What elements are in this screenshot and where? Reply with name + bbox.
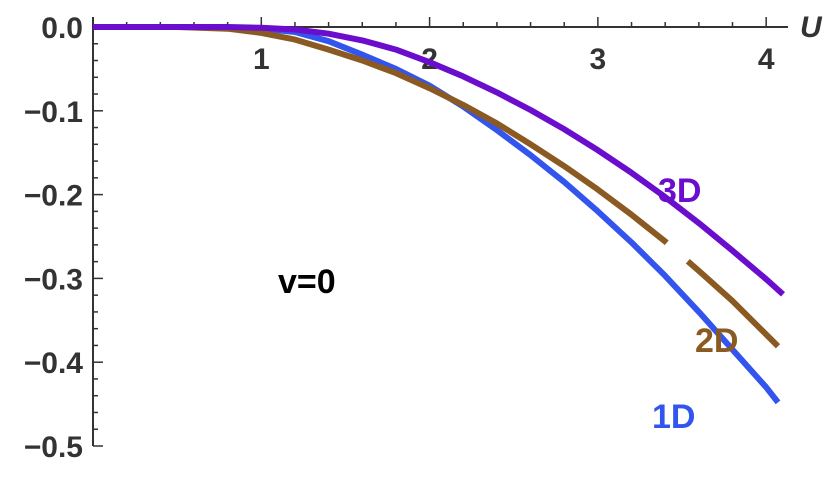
y-tick-label: −0.1 [24, 96, 83, 129]
y-tick-label: −0.2 [24, 180, 83, 213]
series-label-2d: 2D [695, 322, 738, 360]
y-tick-label: −0.5 [24, 431, 83, 464]
tick-labels: 1 2 3 40.0−0.1−0.2−0.3−0.4−0.5 [24, 12, 775, 464]
series-line-1d [93, 24, 781, 405]
series-label-3d: 3D [658, 172, 701, 210]
x-tick-label: 3 [590, 43, 607, 76]
series-lines [93, 24, 786, 405]
annotation-v0: v=0 [278, 263, 336, 301]
y-tick-label: −0.4 [24, 347, 84, 380]
axes [92, 17, 788, 446]
ticks [92, 17, 767, 447]
series-line-3d [93, 24, 786, 297]
x-tick-label: 4 [758, 43, 775, 76]
series-label-1d: 1D [652, 398, 695, 436]
series-line-2d [93, 24, 781, 349]
x-tick-label: 1 [253, 43, 270, 76]
y-tick-label: 0.0 [41, 12, 83, 45]
y-tick-label: −0.3 [24, 263, 83, 296]
x-axis-label: U [800, 11, 823, 44]
